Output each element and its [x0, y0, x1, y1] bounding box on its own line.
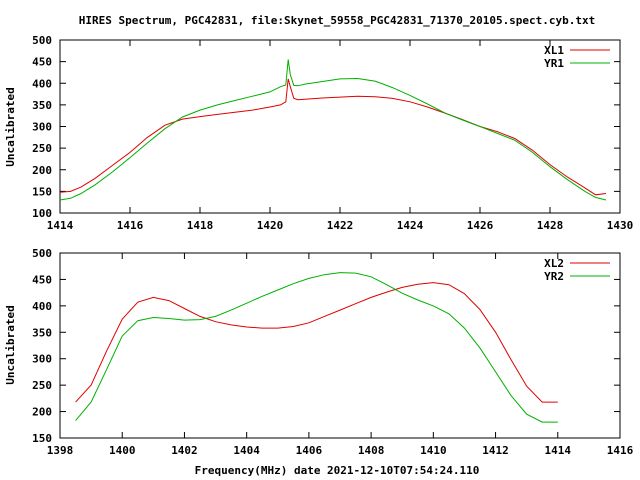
y-tick-label: 150 [32, 185, 52, 198]
x-tick-label: 1398 [47, 444, 74, 457]
y-tick-label: 400 [32, 300, 52, 313]
y-axis-label: Uncalibrated [4, 305, 17, 384]
x-tick-label: 1402 [171, 444, 198, 457]
top-spectrum-panel: 1414 1416 1418 1420 1422 1424 1426 1428 1430 100 1… [4, 34, 633, 232]
x-tick-label: 1420 [257, 219, 284, 232]
x-tick-label: 1418 [187, 219, 214, 232]
y-tick-label: 350 [32, 99, 52, 112]
y-tick-label: 200 [32, 406, 52, 419]
x-tick-label: 1400 [109, 444, 136, 457]
y-tick-label: 150 [32, 432, 52, 445]
x-tick-label: 1408 [358, 444, 385, 457]
x-tick-label: 1424 [397, 219, 424, 232]
x-tick-label: 1428 [537, 219, 564, 232]
y-tick-label: 300 [32, 353, 52, 366]
legend-label: XL1 [544, 44, 564, 57]
y-tick-label: 200 [32, 164, 52, 177]
series-line-xl2 [75, 282, 558, 403]
x-tick-label: 1416 [117, 219, 144, 232]
y-tick-label: 250 [32, 142, 52, 155]
series-line-xl1 [59, 78, 607, 196]
bottom-spectrum-panel: 1398 1400 1402 1404 1406 1408 1410 1412 1414 1416… [4, 247, 634, 457]
y-tick-label: 250 [32, 379, 52, 392]
plot-frame [59, 39, 621, 214]
y-tick-label: 450 [32, 273, 52, 286]
legend-label: XL2 [544, 257, 564, 270]
x-tick-label: 1430 [607, 219, 634, 232]
y-tick-label: 300 [32, 121, 52, 134]
y-axis-label: Uncalibrated [4, 87, 17, 166]
y-tick-label: 500 [32, 34, 52, 47]
legend-label: YR1 [544, 57, 564, 70]
figure-title: HIRES Spectrum, PGC42831, file:Skynet_59… [79, 14, 596, 27]
y-tick-label: 100 [32, 207, 52, 220]
x-axis-label: Frequency(MHz) date 2021-12-10T07:54:24.… [195, 464, 480, 477]
series-line-yr1 [59, 59, 607, 201]
y-tick-label: 400 [32, 77, 52, 90]
x-tick-label: 1406 [296, 444, 323, 457]
x-tick-label: 1414 [545, 444, 572, 457]
x-tick-label: 1410 [420, 444, 447, 457]
y-tick-label: 450 [32, 56, 52, 69]
plot-frame [59, 252, 621, 439]
x-tick-label: 1426 [467, 219, 494, 232]
series-line-yr2 [75, 272, 558, 423]
x-tick-label: 1404 [233, 444, 260, 457]
y-tick-label: 500 [32, 247, 52, 260]
legend-label: YR2 [544, 270, 564, 283]
y-tick-label: 350 [32, 326, 52, 339]
x-tick-label: 1414 [47, 219, 74, 232]
x-tick-label: 1416 [607, 444, 634, 457]
x-tick-label: 1412 [482, 444, 509, 457]
x-tick-label: 1422 [327, 219, 354, 232]
